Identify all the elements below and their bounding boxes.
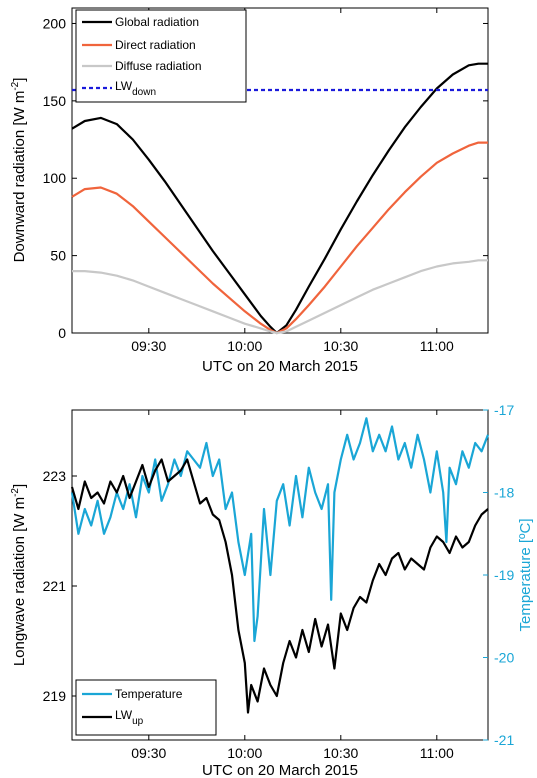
y-tick-label: 219 [43, 688, 67, 704]
x-tick-label: 09:30 [131, 338, 166, 354]
bottom-y-axis-label: Longwave radiation [W m-2] [10, 484, 28, 666]
top-legend-box [75, 9, 247, 103]
y-tick-label: 200 [43, 15, 67, 31]
right-y-tick-label: -18 [494, 485, 514, 501]
right-y-tick-label: -20 [494, 650, 514, 666]
top-y-ticks: 0 50 100 150 200 [43, 15, 488, 341]
series-line-direct [71, 141, 488, 335]
bottom-x-ticks: 09:30 10:00 10:30 11:00 [131, 410, 454, 761]
x-tick-label: 09:30 [131, 745, 166, 761]
legend-label-global: Global radiation [115, 15, 199, 29]
x-tick-label: 10:00 [227, 745, 262, 761]
legend-label-direct: Direct radiation [115, 38, 196, 52]
bottom-series-group [70, 417, 490, 714]
top-x-ticks: 09:30 10:00 10:30 11:00 [131, 8, 454, 354]
top-series-group [71, 62, 488, 335]
series-line-diffuse [72, 259, 488, 335]
legend-label-temperature: Temperature [115, 687, 183, 701]
x-tick-label: 10:30 [323, 338, 358, 354]
bottom-y-axis-label-right: Temperature [ºC] [517, 518, 534, 631]
top-y-axis-label: Downward radiation [W m-2] [10, 78, 28, 263]
series-line-lwup [70, 458, 489, 714]
legend-label-lwup: LWup [115, 708, 144, 727]
x-tick-label: 10:00 [227, 338, 262, 354]
top-x-axis-label: UTC on 20 March 2015 [202, 358, 358, 375]
x-tick-label: 11:00 [420, 745, 454, 761]
bottom-x-axis-label: UTC on 20 March 2015 [202, 762, 358, 778]
series-line-global [71, 62, 488, 335]
x-tick-label: 10:30 [323, 745, 358, 761]
bottom-legend: Temperature LWup [75, 679, 217, 736]
right-y-tick-label: -21 [494, 732, 514, 748]
y-tick-label: 50 [50, 248, 66, 264]
top-legend: Global radiation Direct radiation Diffus… [75, 9, 247, 103]
y-tick-label: 0 [58, 325, 66, 341]
series-line-temperature [70, 417, 490, 643]
y-tick-label: 100 [43, 170, 67, 186]
x-tick-label: 11:00 [420, 338, 454, 354]
bottom-y-ticks-right: -21 -20 -19 -18 -17 [483, 402, 514, 748]
bottom-chart: 09:30 10:00 10:30 11:00 219 221 223 -21 -20 -19… [10, 402, 534, 778]
y-tick-label: 150 [43, 93, 67, 109]
right-y-tick-label: -17 [494, 402, 514, 418]
legend-label-lwdown: LWdown [115, 79, 156, 98]
y-tick-label: 223 [43, 468, 67, 484]
y-tick-label: 221 [43, 578, 67, 594]
legend-label-diffuse: Diffuse radiation [115, 59, 202, 73]
bottom-legend-box [75, 679, 217, 736]
bottom-y-ticks: 219 221 223 [43, 468, 77, 704]
right-y-tick-label: -19 [494, 567, 514, 583]
top-chart: 09:30 10:00 10:30 11:00 0 50 100 150 200 UTC on… [10, 7, 489, 375]
